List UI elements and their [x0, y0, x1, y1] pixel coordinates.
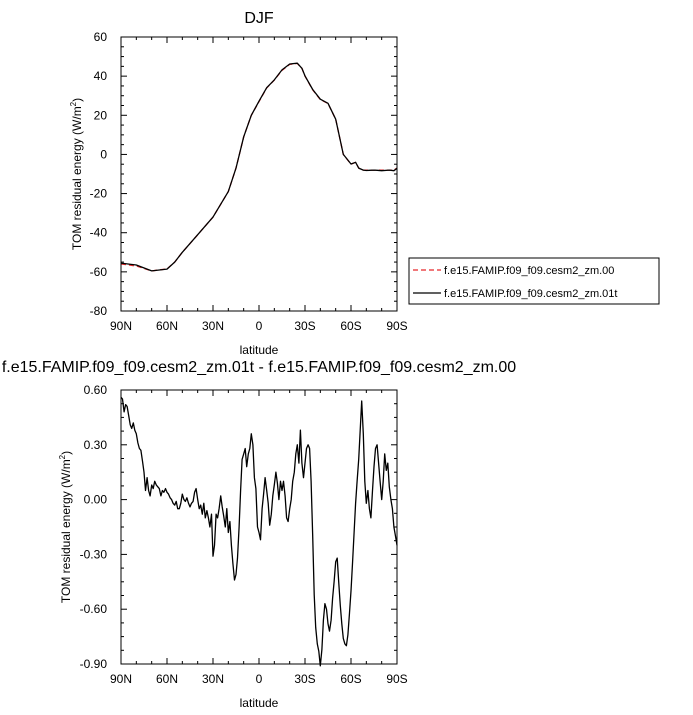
top-x-tick-label: 60N	[156, 319, 178, 333]
bottom-panel: f.e15.FAMIP.f09_f09.cesm2_zm.01t - f.e15…	[2, 359, 516, 710]
bottom-y-tick-label: 0.60	[84, 383, 108, 397]
top-x-tick-label: 90N	[110, 319, 132, 333]
top-y-tick-label: -80	[90, 304, 108, 318]
bottom-y-tick-label: -0.60	[80, 602, 108, 616]
bottom-x-tick-label: 60N	[156, 672, 178, 686]
top-y-tick-label: -20	[90, 187, 108, 201]
top-series-line-0	[120, 62, 398, 272]
bottom-y-tick-label: -0.30	[80, 547, 108, 561]
top-plot-frame	[120, 36, 398, 312]
top-x-tick-label: 30N	[202, 319, 224, 333]
bottom-y-tick-label: -0.90	[80, 657, 108, 671]
top-y-tick-label: 40	[94, 69, 108, 83]
bottom-axis-ticks: 90N 60N 30N 0 30S 60S 90S -0.90 -0.60 -0.30 0.00 0.…	[80, 383, 408, 686]
top-series-lines	[120, 62, 398, 272]
top-chart-title: DJF	[244, 10, 274, 27]
bottom-x-tick-label: 90S	[386, 672, 407, 686]
bottom-chart-title: f.e15.FAMIP.f09_f09.cesm2_zm.01t - f.e15…	[2, 359, 516, 376]
bottom-series-lines	[120, 396, 398, 667]
bottom-y-tick-label: 0.30	[84, 438, 108, 452]
bottom-x-axis-label: latitude	[240, 696, 279, 710]
bottom-x-tick-label: 0	[256, 672, 263, 686]
top-y-tick-label: 0	[100, 147, 107, 161]
bottom-x-tick-label: 90N	[110, 672, 132, 686]
top-series-line-1	[120, 62, 398, 272]
top-axis-ticks: 90N 60N 30N 0 30S 60S 90S -80 -60 -40 -20 0 20 40 60	[90, 30, 408, 333]
legend: f.e15.FAMIP.f09_f09.cesm2_zm.00 f.e15.FA…	[408, 257, 660, 305]
top-x-tick-label: 30S	[294, 319, 315, 333]
top-x-axis-label: latitude	[240, 343, 279, 357]
top-panel: DJF TOM residual energy (W/m2) latitude …	[69, 10, 408, 357]
top-y-tick-label: -60	[90, 265, 108, 279]
bottom-y-tick-label: 0.00	[84, 493, 108, 507]
top-y-tick-label: 60	[94, 30, 108, 44]
bottom-x-tick-label: 30S	[294, 672, 315, 686]
top-x-tick-label: 90S	[386, 319, 407, 333]
legend-box	[408, 257, 660, 305]
legend-label-01t: f.e15.FAMIP.f09_f09.cesm2_zm.01t	[444, 288, 617, 300]
top-y-tick-label: -40	[90, 226, 108, 240]
top-y-axis-label: TOM residual energy (W/m2)	[69, 98, 84, 250]
bottom-plot-frame	[120, 389, 398, 665]
legend-label-00: f.e15.FAMIP.f09_f09.cesm2_zm.00	[444, 265, 614, 277]
bottom-series-line-0	[120, 396, 398, 667]
bottom-y-axis-label: TOM residual energy (W/m2)	[58, 451, 73, 603]
top-x-tick-label: 0	[256, 319, 263, 333]
top-x-tick-label: 60S	[340, 319, 361, 333]
bottom-x-tick-label: 60S	[340, 672, 361, 686]
bottom-x-tick-label: 30N	[202, 672, 224, 686]
top-y-tick-label: 20	[94, 108, 108, 122]
